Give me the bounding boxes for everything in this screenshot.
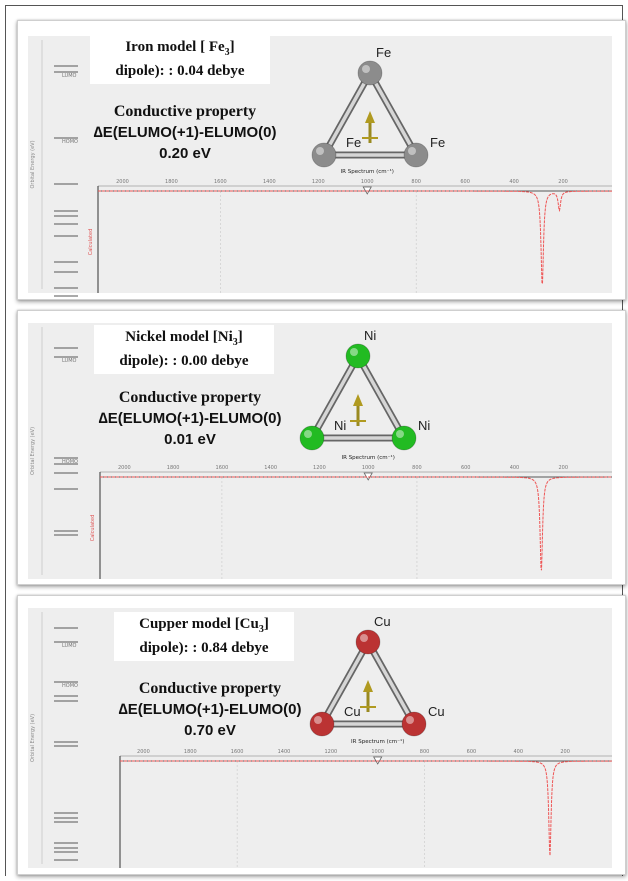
atom-label: Cu (428, 704, 445, 719)
x-tick-label: 400 (510, 465, 520, 471)
x-tick-label: 1400 (263, 179, 276, 185)
ir-spectrum-line (120, 760, 612, 856)
atom (355, 629, 381, 655)
property-title: Conductive property (118, 389, 262, 406)
x-tick-label: 400 (514, 749, 524, 755)
atom-label: Fe (376, 45, 391, 60)
x-tick-label: 800 (420, 749, 430, 755)
atom-label: Cu (344, 704, 361, 719)
x-tick-label: 400 (509, 179, 519, 185)
homo-label: HOMO (62, 139, 78, 145)
x-tick-label: 800 (411, 179, 421, 185)
model-title-box: Nickel model [Ni3] dipole): : 0.00 debye (94, 325, 274, 374)
conductive-property: Conductive property ∆E(ELUMO(+1)-ELUMO(0)… (80, 387, 300, 450)
atom-label: Ni (418, 418, 430, 433)
calculated-label: Calculated (88, 229, 94, 256)
atom (403, 142, 429, 168)
x-tick-label: 1200 (312, 179, 325, 185)
property-formula: ∆E(ELUMO(+1)-ELUMO(0) (98, 410, 282, 427)
atom-label: Ni (364, 328, 376, 343)
x-tick-label: 800 (412, 465, 422, 471)
spectrum-axis-title: IR Spectrum (cm⁻¹) (341, 168, 394, 175)
x-tick-label: 2000 (116, 179, 129, 185)
x-tick-label: 1200 (313, 465, 326, 471)
x-tick-label: 200 (558, 465, 568, 471)
x-tick-label: 200 (560, 749, 570, 755)
conductive-property: Conductive property ∆E(ELUMO(+1)-ELUMO(0)… (100, 678, 320, 741)
property-value: 0.20 eV (159, 145, 211, 162)
model-title: Iron model [ Fe3] (125, 39, 235, 58)
dipole-value: dipole): : 0.04 debye (115, 63, 245, 79)
calculated-label: Calculated (90, 515, 96, 542)
property-title: Conductive property (138, 680, 282, 697)
homo-label: HOMO (62, 459, 78, 465)
atom (391, 425, 417, 451)
x-tick-label: 2000 (118, 465, 131, 471)
x-tick-label: 1400 (278, 749, 291, 755)
x-tick-label: 1200 (324, 749, 337, 755)
x-tick-label: 1000 (361, 179, 374, 185)
atom-label: Cu (374, 614, 391, 629)
x-tick-label: 600 (461, 465, 471, 471)
ir-spectrum-chart: Orbital Energy (eV) LUMO HOMO 2000 1800 1600 1… (28, 608, 612, 868)
energy-axis-label: Orbital Energy (eV) (30, 427, 36, 475)
spectrum-axis-title: IR Spectrum (cm⁻¹) (342, 454, 395, 461)
ir-spectrum-line (100, 476, 612, 571)
atom-label: Fe (430, 135, 445, 150)
copper-model-panel: Orbital Energy (eV) LUMO HOMO 2000 1800 1600 1… (17, 595, 626, 875)
x-tick-label: 600 (467, 749, 477, 755)
atom-label: Fe (346, 135, 361, 150)
x-tick-label: 1800 (167, 465, 180, 471)
dipole-arrow (353, 394, 363, 406)
model-title-box: Iron model [ Fe3] dipole): : 0.04 debye (90, 35, 270, 84)
property-value: 0.01 eV (164, 431, 216, 448)
ir-spectrum-line (98, 190, 612, 285)
dipole-value: dipole): : 0.84 debye (139, 640, 269, 656)
homo-label: HOMO (62, 683, 78, 689)
molecule-structure: Cu Cu Cu (309, 614, 445, 737)
dipole-value: dipole): : 0.00 debye (119, 353, 249, 369)
energy-axis-label: Orbital Energy (eV) (30, 714, 36, 762)
lumo-label: LUMO (62, 358, 77, 364)
atom (401, 711, 427, 737)
property-value: 0.70 eV (184, 722, 236, 739)
x-tick-label: 1600 (214, 179, 227, 185)
x-tick-label: 1000 (362, 465, 375, 471)
atom (309, 711, 335, 737)
x-tick-label: 1600 (231, 749, 244, 755)
property-title: Conductive property (113, 103, 257, 120)
dipole-arrow (365, 111, 375, 123)
atom (357, 60, 383, 86)
atom (345, 343, 371, 369)
x-tick-label: 200 (558, 179, 568, 185)
model-title: Nickel model [Ni3] (125, 329, 243, 348)
spectrum-axis-title: IR Spectrum (cm⁻¹) (351, 738, 404, 745)
lumo-label: LUMO (62, 73, 77, 79)
molecule-structure: Fe Fe Fe (311, 45, 445, 168)
atom (311, 142, 337, 168)
x-tick-label: 1600 (216, 465, 229, 471)
conductive-property: Conductive property ∆E(ELUMO(+1)-ELUMO(0)… (80, 101, 290, 164)
model-title-box: Cupper model [Cu3] dipole): : 0.84 debye (114, 612, 294, 661)
nickel-model-panel: Orbital Energy (eV) LUMO HOMO 2000 1800 1600 1… (17, 310, 626, 585)
model-title: Cupper model [Cu3] (139, 616, 269, 635)
x-tick-label: 1400 (264, 465, 277, 471)
iron-model-panel: Orbital Energy (eV) LUMO HOMO 2000 1800 1600 1… (17, 20, 626, 300)
property-formula: ∆E(ELUMO(+1)-ELUMO(0) (93, 124, 277, 141)
x-tick-label: 1000 (371, 749, 384, 755)
energy-axis-label: Orbital Energy (eV) (30, 140, 36, 188)
dipole-arrow (363, 680, 373, 692)
lumo-label: LUMO (62, 643, 77, 649)
atom (299, 425, 325, 451)
atom-label: Ni (334, 418, 346, 433)
property-formula: ∆E(ELUMO(+1)-ELUMO(0) (118, 701, 302, 718)
x-tick-label: 600 (460, 179, 470, 185)
x-tick-label: 1800 (165, 179, 178, 185)
x-tick-label: 1800 (184, 749, 197, 755)
molecule-structure: Ni Ni Ni (299, 328, 430, 451)
x-tick-label: 2000 (137, 749, 150, 755)
